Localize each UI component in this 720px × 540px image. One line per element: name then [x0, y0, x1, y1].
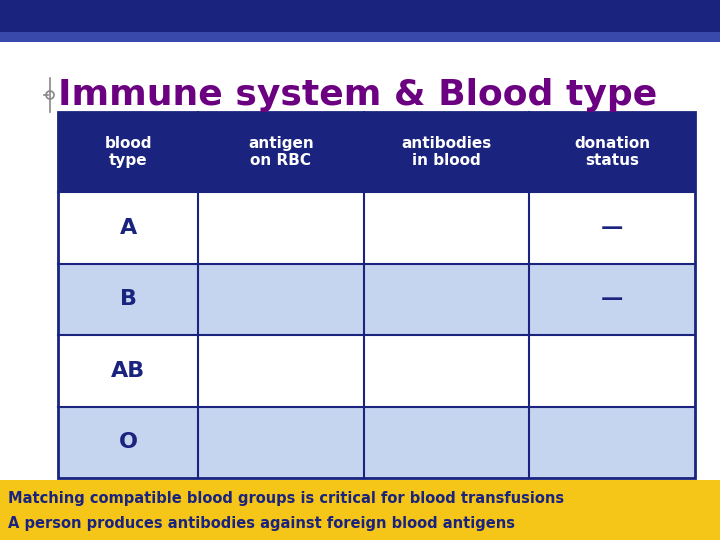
Bar	[58, 112, 695, 478]
Bar	[0, 480, 720, 540]
Text: antigen
on RBC: antigen on RBC	[248, 136, 314, 168]
Text: antibodies
in blood: antibodies in blood	[402, 136, 492, 168]
Text: —: —	[601, 289, 624, 309]
Text: A: A	[120, 218, 137, 238]
Bar	[58, 192, 695, 264]
Text: —: —	[601, 218, 624, 238]
Text: donation
status: donation status	[574, 136, 650, 168]
Text: Matching compatible blood groups is critical for blood transfusions: Matching compatible blood groups is crit…	[8, 490, 564, 505]
Bar	[58, 112, 695, 192]
Bar	[58, 264, 695, 335]
Text: B: B	[120, 289, 137, 309]
Text: Immune system & Blood type: Immune system & Blood type	[58, 78, 657, 112]
Bar	[58, 335, 695, 407]
Bar	[0, 32, 720, 42]
Bar	[58, 407, 695, 478]
Text: A person produces antibodies against foreign blood antigens: A person produces antibodies against for…	[8, 516, 515, 531]
Text: O: O	[119, 432, 138, 453]
Text: AB: AB	[111, 361, 145, 381]
Bar	[0, 0, 720, 32]
Text: blood
type: blood type	[104, 136, 152, 168]
